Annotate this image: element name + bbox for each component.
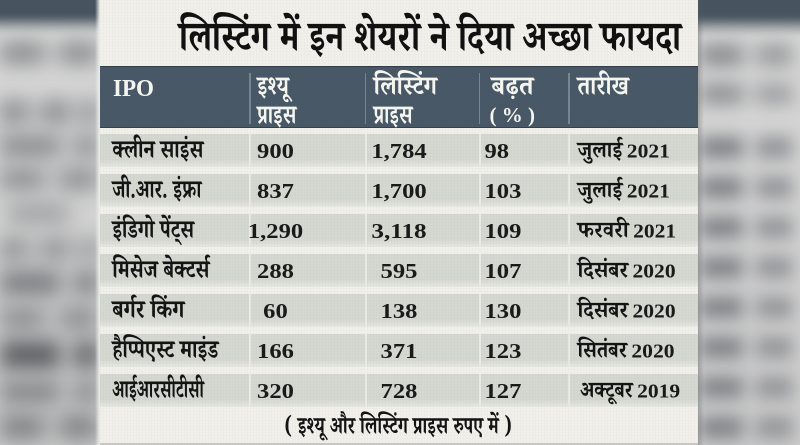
svg-text:107: 107 bbox=[485, 259, 522, 283]
svg-text:2021: 2021 bbox=[633, 220, 676, 242]
svg-text:2020: 2020 bbox=[633, 300, 676, 322]
svg-text:166: 166 bbox=[257, 339, 294, 363]
svg-text:60: 60 bbox=[263, 299, 288, 323]
svg-text:728: 728 bbox=[381, 379, 418, 403]
svg-text:2019: 2019 bbox=[637, 380, 680, 402]
svg-text:109: 109 bbox=[485, 219, 522, 243]
svg-text:2021: 2021 bbox=[627, 180, 670, 202]
svg-text:3,118: 3,118 bbox=[371, 219, 426, 243]
svg-text:127: 127 bbox=[485, 379, 522, 403]
svg-text:123: 123 bbox=[485, 339, 522, 363]
svg-text:103: 103 bbox=[485, 179, 522, 203]
svg-text:288: 288 bbox=[257, 259, 294, 283]
svg-text:1,290: 1,290 bbox=[248, 219, 303, 243]
svg-text:371: 371 bbox=[381, 339, 418, 363]
svg-text:( % ): ( % ) bbox=[490, 103, 536, 127]
svg-text:2020: 2020 bbox=[633, 260, 676, 282]
svg-text:320: 320 bbox=[257, 379, 294, 403]
svg-text:130: 130 bbox=[485, 299, 522, 323]
svg-text:1,700: 1,700 bbox=[371, 179, 426, 203]
svg-text:IPO: IPO bbox=[113, 75, 154, 102]
svg-text:837: 837 bbox=[257, 179, 294, 203]
svg-text:98: 98 bbox=[485, 139, 510, 163]
svg-text:2020: 2020 bbox=[631, 340, 674, 362]
svg-text:900: 900 bbox=[257, 139, 294, 163]
svg-text:1,784: 1,784 bbox=[371, 139, 427, 163]
svg-text:595: 595 bbox=[381, 259, 418, 283]
svg-text:138: 138 bbox=[381, 299, 418, 323]
svg-text:2021: 2021 bbox=[627, 140, 670, 162]
